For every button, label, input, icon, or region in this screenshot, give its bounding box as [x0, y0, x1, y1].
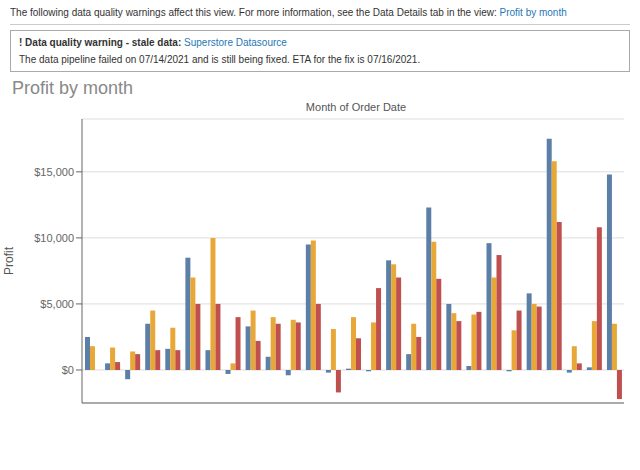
html-text:! Data quality warning - stale: ! Data quality warning - stale data: Sup… [19, 37, 287, 48]
svg-text:$10,000: $10,000 [34, 232, 74, 244]
svg-text:$15,000: $15,000 [34, 166, 74, 178]
html-text:The following data quality war: The following data quality warnings affe… [10, 7, 567, 18]
svg-text:Profit: Profit [8, 246, 16, 275]
html-text:Profit by month: Profit by month [12, 78, 134, 98]
html-text:The data pipeline failed on 07: The data pipeline failed on 07/14/2021 a… [19, 54, 421, 65]
svg-text:$5,000: $5,000 [40, 298, 74, 310]
svg-text:$0: $0 [62, 364, 74, 376]
html-text:Month of Order Date: Month of Order Date [305, 101, 407, 113]
